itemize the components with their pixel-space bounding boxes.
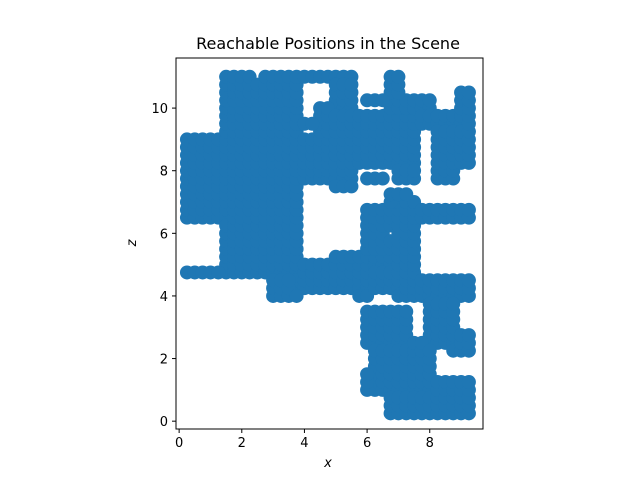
y-tick-label: 8	[160, 165, 168, 180]
y-tick-label: 0	[160, 415, 168, 430]
scatter-point	[407, 163, 422, 178]
scatter-point	[461, 202, 476, 217]
scatter-point	[375, 171, 390, 186]
x-tick-label: 6	[363, 436, 371, 451]
scatter-point	[461, 273, 476, 288]
y-axis-label: z	[125, 238, 140, 247]
x-tick-label: 2	[238, 436, 246, 451]
y-tick-label: 2	[160, 353, 168, 368]
scatter-point	[211, 265, 226, 280]
chart-title: Reachable Positions in the Scene	[196, 34, 460, 53]
scatter-point	[281, 273, 296, 288]
y-tick-label: 4	[160, 290, 168, 305]
x-tick-label: 4	[300, 436, 308, 451]
scatter-point	[344, 179, 359, 194]
scatter-point	[399, 187, 414, 202]
scatter-point	[289, 288, 304, 303]
y-tick-label: 6	[160, 227, 168, 242]
scatter-point	[305, 116, 320, 131]
x-axis-label: x	[323, 456, 332, 471]
scatter-point	[461, 375, 476, 390]
scatter-point	[391, 69, 406, 84]
scatter-point	[360, 367, 375, 382]
y-axis-ticks: 0 2 4 6 8 10	[151, 102, 176, 430]
x-tick-label: 0	[175, 436, 183, 451]
axes-frame	[175, 57, 484, 430]
scatter-point	[446, 296, 461, 311]
x-axis-ticks: 0 2 4 6 8	[175, 429, 434, 451]
y-tick-label: 10	[151, 102, 168, 117]
scatter-point	[399, 304, 414, 319]
scatter-point	[461, 328, 476, 343]
scatter-point	[422, 343, 437, 358]
scatter-point	[461, 85, 476, 100]
scatter-point	[422, 93, 437, 108]
x-tick-label: 8	[426, 436, 434, 451]
scatter-points	[179, 69, 476, 421]
scatter-point	[344, 77, 359, 92]
scatter-point	[375, 93, 390, 108]
